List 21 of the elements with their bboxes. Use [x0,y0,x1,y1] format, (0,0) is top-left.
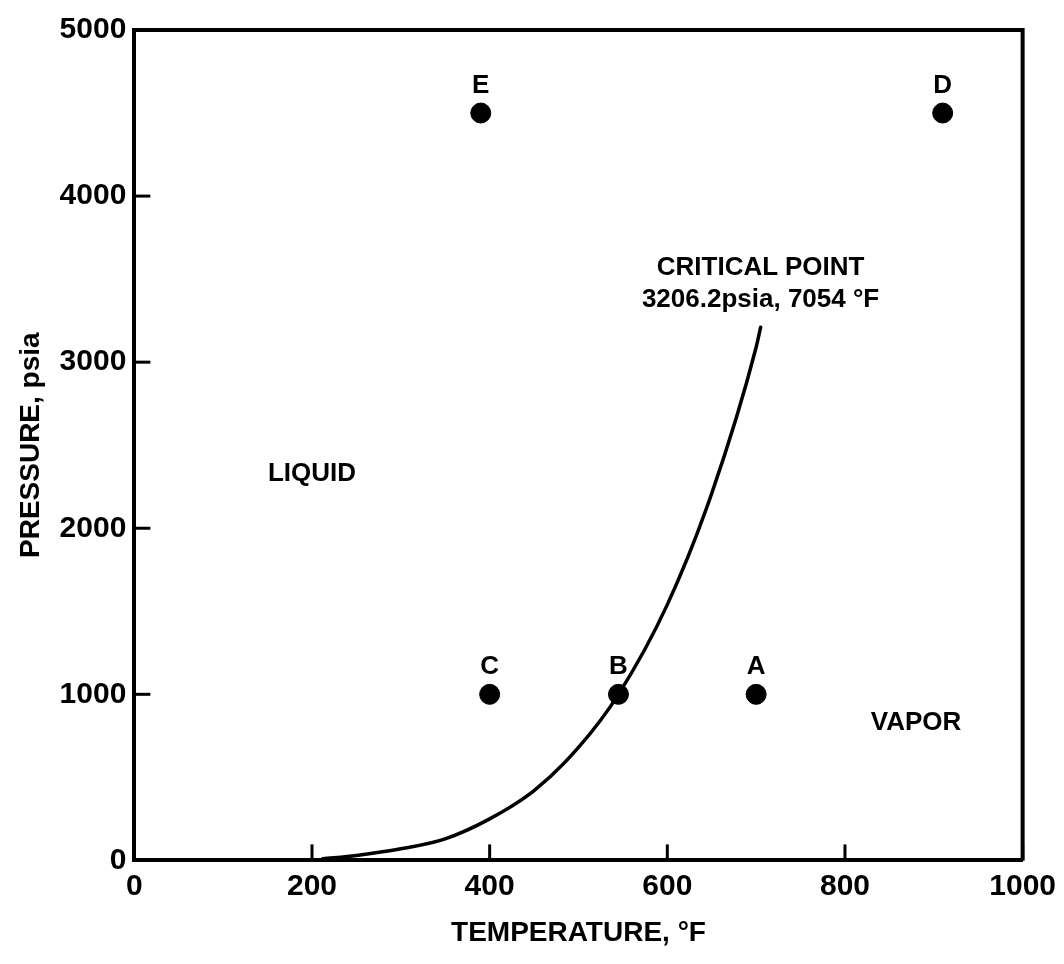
y-tick-label: 2000 [59,509,127,543]
annotation: D [933,69,953,100]
annotation: VAPOR [870,706,962,737]
y-tick-label: 5000 [59,11,127,45]
annotation: A [746,650,766,681]
annotation: E [472,69,490,100]
annotation: LIQUID [267,456,357,487]
y-tick-label: 3000 [59,343,127,377]
annotation: B [609,650,628,681]
y-tick-label: 0 [109,841,127,875]
y-tick-label: 4000 [59,177,127,211]
x-tick-label: 1000 [989,867,1057,901]
x-tick-label: 600 [642,867,693,901]
x-tick-label: 200 [286,867,338,901]
annotation: CRITICAL POINT 3206.2psia, 7054 °F [641,251,880,314]
x-axis-title: TEMPERATURE, °F [451,915,706,947]
y-axis-title: PRESSURE, psia [13,331,45,559]
annotation: C [480,650,500,681]
x-tick-label: 800 [819,867,870,901]
x-tick-label: 400 [464,867,515,901]
y-tick-label: 1000 [59,675,127,709]
